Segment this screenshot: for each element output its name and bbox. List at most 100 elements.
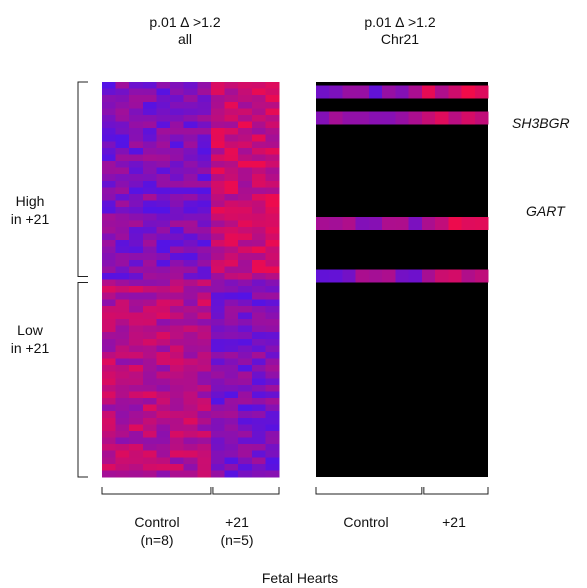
left-control-label: Control (n=8) xyxy=(117,513,197,549)
heatmap-cell xyxy=(265,404,280,412)
heatmap-cell xyxy=(265,345,280,353)
heatmap-cell xyxy=(197,312,212,320)
heatmap-cell xyxy=(142,365,158,373)
heatmap-cell xyxy=(265,180,280,188)
heatmap-cell xyxy=(210,101,226,109)
heatmap-cell xyxy=(129,430,144,439)
heatmap-cell xyxy=(102,351,117,360)
heatmap-cell xyxy=(170,338,185,346)
heatmap-cell xyxy=(115,174,130,182)
heatmap-cell xyxy=(115,365,130,373)
heatmap-cell xyxy=(170,154,185,162)
heatmap-cell xyxy=(224,470,239,478)
heatmap-cell xyxy=(265,161,280,169)
heatmap-cell xyxy=(251,325,266,333)
heatmap-cell xyxy=(238,358,253,366)
heatmap-cell xyxy=(224,128,239,136)
chr21-gene-cell xyxy=(408,217,423,231)
chr21-gene-cell xyxy=(435,111,449,125)
heatmap-cell xyxy=(224,233,239,241)
heatmap-cell xyxy=(210,351,226,360)
heatmap-cell xyxy=(197,470,212,478)
left-trisomy-label: +21 (n=5) xyxy=(212,513,262,549)
heatmap-cell xyxy=(129,325,144,333)
heatmap-cell xyxy=(170,226,185,235)
heatmap-cell xyxy=(251,384,266,393)
heatmap-cell xyxy=(224,384,239,393)
heatmap-cell xyxy=(115,437,130,445)
heatmap-cell xyxy=(102,101,117,109)
panel-right-title: p.01 ∆ >1.2 Chr21 xyxy=(335,14,465,48)
chr21-gene-cell xyxy=(395,111,410,125)
heatmap-cell xyxy=(102,180,117,188)
heatmap-cell xyxy=(251,312,266,320)
heatmap-cell xyxy=(238,147,253,156)
heatmap-cell xyxy=(265,134,280,142)
heatmap-cell xyxy=(265,121,280,129)
heatmap-cell xyxy=(265,450,280,458)
heatmap-cell xyxy=(197,319,212,327)
chr21-gene-cell xyxy=(395,85,410,99)
heatmap-cell xyxy=(183,312,198,320)
heatmap-cell xyxy=(170,259,185,267)
heatmap-cell xyxy=(210,207,226,215)
heatmap-cell xyxy=(210,371,226,379)
heatmap-cell xyxy=(197,180,212,188)
heatmap-cell xyxy=(238,226,253,235)
heatmap-cell xyxy=(102,134,117,142)
heatmap-cell xyxy=(129,253,144,261)
heatmap-cell xyxy=(170,470,185,478)
heatmap-cell xyxy=(129,437,144,445)
heatmap-cell xyxy=(115,147,130,156)
heatmap-cell xyxy=(183,398,198,406)
heatmap-cell xyxy=(238,450,253,458)
heatmap-cell xyxy=(224,82,239,90)
heatmap-cell xyxy=(183,193,198,202)
heatmap-cell xyxy=(251,398,266,406)
heatmap-cell xyxy=(183,207,198,215)
heatmap-cell xyxy=(183,187,198,195)
heatmap-cell xyxy=(210,128,226,136)
heatmap-cell xyxy=(210,391,226,399)
chr21-gene-cell xyxy=(421,111,436,125)
heatmap-cell xyxy=(265,141,280,149)
heatmap-cell xyxy=(183,161,198,169)
heatmap-cell xyxy=(251,272,266,281)
heatmap-cell xyxy=(183,200,198,208)
heatmap-cell xyxy=(156,213,171,221)
heatmap-cell xyxy=(251,450,266,458)
heatmap-cell xyxy=(142,233,158,241)
chr21-gene-cell xyxy=(435,217,449,231)
heatmap-cell xyxy=(170,187,185,195)
heatmap-cell xyxy=(210,470,226,478)
heatmap-cell xyxy=(183,108,198,116)
heatmap-cell xyxy=(142,391,158,399)
heatmap-cell xyxy=(197,292,212,300)
heatmap-cell xyxy=(102,319,117,327)
chr21-gene-cell xyxy=(395,217,410,231)
heatmap-cell xyxy=(224,121,239,129)
heatmap-cell xyxy=(129,101,144,109)
heatmap-cell xyxy=(210,450,226,458)
heatmap-cell xyxy=(210,167,226,175)
heatmap-cell xyxy=(251,167,266,175)
heatmap-cell xyxy=(156,226,171,235)
heatmap-cell xyxy=(197,200,212,208)
heatmap-cell xyxy=(224,437,239,445)
heatmap-cell xyxy=(170,161,185,169)
chr21-gene-cell xyxy=(474,111,489,125)
heatmap-cell xyxy=(210,154,226,162)
heatmap-cell xyxy=(197,457,212,465)
heatmap-cell xyxy=(170,305,185,314)
heatmap-cell xyxy=(265,95,280,103)
heatmap-cell xyxy=(265,213,280,221)
right-trisomy-label: +21 xyxy=(429,513,479,531)
heatmap-cell xyxy=(251,180,266,188)
heatmap-cell xyxy=(115,187,130,195)
heatmap-cell xyxy=(265,371,280,379)
heatmap-cell xyxy=(238,220,253,228)
heatmap-cell xyxy=(170,121,185,129)
heatmap-cell xyxy=(210,338,226,346)
chr21-gene-cell xyxy=(421,85,436,99)
heatmap-cell xyxy=(129,134,144,142)
